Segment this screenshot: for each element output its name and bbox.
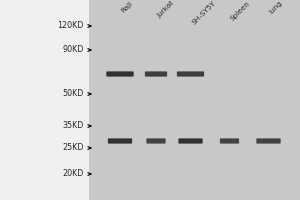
Text: 25KD: 25KD [62,144,84,152]
Text: 90KD: 90KD [63,46,84,54]
FancyBboxPatch shape [220,138,239,144]
Text: lung: lung [268,0,284,15]
FancyBboxPatch shape [108,138,132,144]
FancyBboxPatch shape [145,71,167,77]
FancyBboxPatch shape [177,71,204,77]
FancyBboxPatch shape [178,138,203,144]
Text: Spleen: Spleen [230,0,251,22]
Text: SH-SY5Y: SH-SY5Y [190,0,217,26]
Text: Raji: Raji [120,0,134,14]
Text: 20KD: 20KD [63,170,84,178]
Text: 120KD: 120KD [58,21,84,30]
FancyBboxPatch shape [146,138,166,144]
Text: 50KD: 50KD [63,90,84,98]
FancyBboxPatch shape [106,71,134,77]
Bar [88,0,300,200]
Text: 35KD: 35KD [63,121,84,130]
FancyBboxPatch shape [256,138,281,144]
Text: Jurkat: Jurkat [156,0,175,19]
